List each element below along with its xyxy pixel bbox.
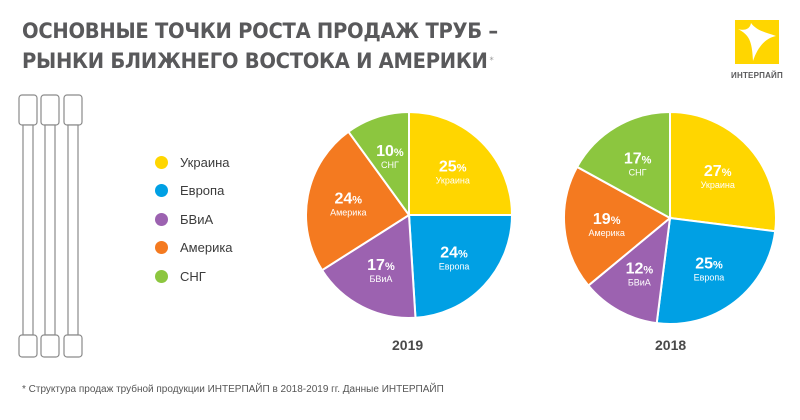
pipes-illustration (18, 94, 83, 358)
title-footnote-mark: * (489, 56, 494, 66)
pie-slice-3 (563, 165, 672, 287)
pie-value-label-3: 19% (593, 211, 621, 228)
title-line-1: ОСНОВНЫЕ ТОЧКИ РОСТА ПРОДАЖ ТРУБ – (22, 19, 498, 43)
pipe-1 (18, 94, 38, 358)
pipe-2 (40, 94, 60, 358)
chart-legend: Украина Европа БВиА Америка СНГ (155, 148, 233, 291)
footnote: * Структура продаж трубной продукции ИНТ… (22, 384, 444, 395)
legend-label: БВиА (180, 211, 214, 227)
pie-slice-4 (347, 110, 410, 219)
pie-category-label-0: Украина (701, 180, 735, 190)
interpipe-logo: ИНТЕРПАЙП (727, 20, 787, 80)
pipe-3 (63, 94, 83, 358)
pie-slice-4 (575, 110, 671, 220)
pie-slice-2 (320, 213, 417, 319)
pie-category-label-2: БВиА (369, 274, 392, 284)
pie-value-label-3: 24% (335, 190, 363, 207)
pie-slice-0 (669, 110, 777, 233)
legend-swatch (155, 184, 168, 198)
pie-slice-3 (305, 130, 411, 272)
pie-category-label-3: Америка (588, 228, 624, 238)
pie-slice-1 (407, 214, 514, 319)
legend-label: СНГ (180, 268, 206, 284)
title-line-2: РЫНКИ БЛИЖНЕГО ВОСТОКА И АМЕРИКИ * (22, 46, 498, 76)
pie-category-label-1: Европа (694, 272, 725, 282)
pie-category-label-2: БВиА (628, 278, 651, 288)
legend-item-america: Америка (155, 234, 233, 263)
pie-value-label-1: 25% (695, 255, 723, 272)
legend-label: Украина (180, 154, 230, 170)
legend-swatch (155, 212, 168, 226)
legend-item-mena: БВиА (155, 205, 233, 234)
legend-item-europe: Европа (155, 177, 233, 206)
pie-category-label-1: Европа (439, 261, 470, 271)
pie-category-label-4: СНГ (381, 160, 399, 170)
legend-swatch (155, 155, 168, 169)
pie-value-label-4: 17% (624, 150, 652, 167)
legend-item-ukraine: Украина (155, 148, 233, 177)
pie-category-label-0: Украина (436, 175, 470, 185)
pie-value-label-0: 27% (704, 163, 732, 180)
pie-category-label-3: Америка (330, 207, 366, 217)
pie-value-label-2: 12% (626, 261, 654, 278)
pie-slice-1 (655, 216, 777, 325)
legend-swatch (155, 241, 168, 255)
title-line-2-text: РЫНКИ БЛИЖНЕГО ВОСТОКА И АМЕРИКИ (22, 49, 488, 73)
logo-mark-icon (735, 20, 779, 64)
legend-label: Европа (180, 183, 225, 199)
pie-category-label-4: СНГ (629, 167, 647, 177)
pie-slice-2 (586, 215, 672, 325)
pie-value-label-1: 24% (440, 244, 468, 261)
legend-swatch (155, 269, 168, 283)
logo-text: ИНТЕРПАЙП (731, 71, 783, 80)
legend-label: Америка (180, 240, 233, 256)
pie-value-label-0: 25% (439, 158, 467, 175)
year-label-2018: 2018 (655, 337, 687, 353)
pie-value-label-2: 17% (367, 257, 395, 274)
year-label-2019: 2019 (392, 337, 424, 353)
legend-item-cis: СНГ (155, 262, 233, 291)
pie-value-label-4: 10% (376, 143, 404, 160)
page-title: ОСНОВНЫЕ ТОЧКИ РОСТА ПРОДАЖ ТРУБ – РЫНКИ… (22, 16, 498, 76)
pie-slice-0 (408, 110, 514, 216)
